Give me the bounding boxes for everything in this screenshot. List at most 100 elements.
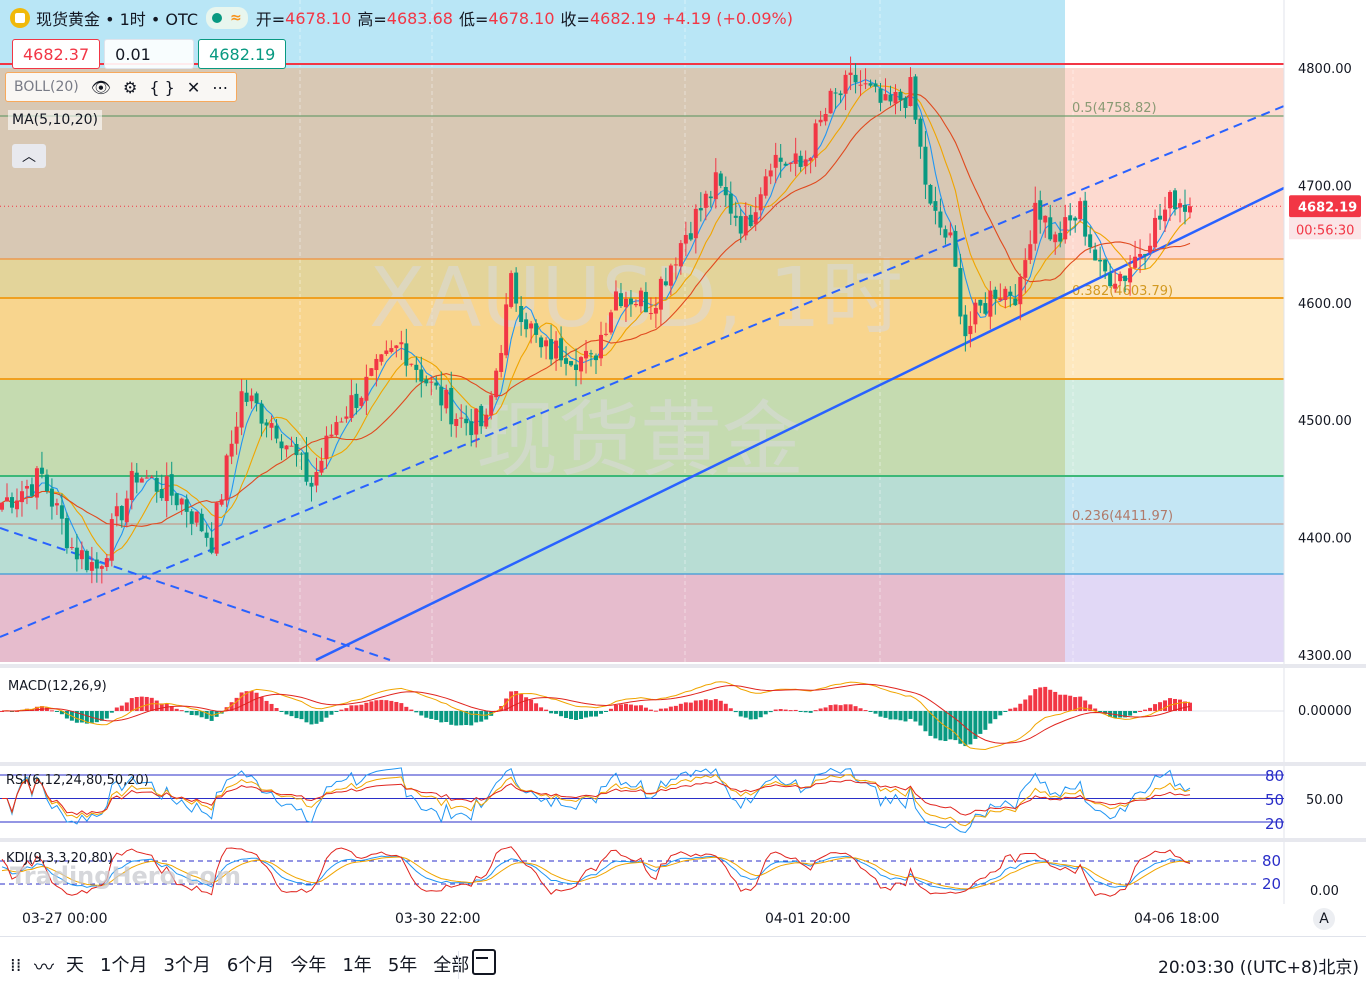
auto-scale-button[interactable]: A	[1313, 908, 1335, 930]
macd-bar	[1073, 697, 1078, 711]
candle-body	[1178, 203, 1183, 208]
macd-bar	[698, 700, 703, 711]
candle-body	[928, 185, 933, 204]
rsi-level-80: 80	[1265, 767, 1284, 785]
drag-grip-icon[interactable]: ⁞⁞	[10, 955, 22, 976]
macd-bar	[434, 711, 439, 720]
macd-bar	[299, 711, 304, 720]
source-code-icon[interactable]: { }	[149, 77, 175, 97]
macd-bar	[549, 711, 554, 714]
candle-body	[394, 345, 399, 349]
macd-bar	[843, 704, 848, 711]
macd-bar	[534, 703, 539, 711]
boll-legend[interactable]: BOLL(20) 👁 ⚙ { } ✕ ⋯	[5, 72, 238, 102]
trendlines[interactable]	[0, 105, 1285, 662]
time-axis[interactable]: 03-27 00:00 03-30 22:00 04-01 20:00 04-0…	[0, 904, 1284, 934]
more-dots-icon[interactable]: ⋯	[212, 77, 229, 97]
candle-body	[688, 233, 693, 240]
macd-bar	[688, 702, 693, 711]
candle-body	[484, 414, 489, 427]
macd-bar	[64, 711, 69, 719]
candle-body	[993, 289, 998, 299]
kdj-pane[interactable]	[0, 846, 1260, 897]
candle-body	[594, 355, 598, 361]
candle-body	[264, 422, 269, 426]
candle-body	[409, 363, 414, 365]
buy-button[interactable]: 4682.19	[198, 39, 287, 69]
macd-bar	[114, 707, 119, 711]
range-1m[interactable]: 1个月	[100, 955, 148, 976]
candle-body	[983, 303, 988, 314]
market-status-pill[interactable]: ≈	[206, 7, 248, 29]
sell-button[interactable]: 4682.37	[12, 39, 101, 69]
zone-left	[0, 259, 1065, 298]
candle-body	[773, 154, 778, 168]
price-axis-bg	[1284, 0, 1366, 904]
candle-body	[828, 90, 833, 114]
macd-bar	[284, 711, 289, 715]
macd-bar	[544, 709, 549, 711]
candlesticks[interactable]	[0, 56, 1284, 584]
candle-body	[813, 123, 818, 158]
macd-bar	[883, 711, 888, 718]
price-axis[interactable]: 4300.00 4400.00 4500.00 4600.00 4700.00 4800.…	[0, 0, 1366, 904]
macd-bar	[903, 711, 908, 722]
range-all[interactable]: 全部	[433, 955, 470, 976]
candle-body	[9, 497, 14, 508]
range-1d[interactable]: 天	[66, 955, 84, 976]
range-5y[interactable]: 5年	[387, 955, 418, 976]
goto-date-icon[interactable]	[472, 949, 496, 975]
range-6m[interactable]: 6个月	[226, 955, 275, 976]
candle-body	[499, 352, 504, 372]
gold-coin-icon	[10, 8, 30, 28]
symbol-title[interactable]: 现货黄金 • 1时 • OTC	[36, 10, 199, 29]
quantity-input[interactable]: 0.01	[104, 39, 195, 69]
candle-body	[89, 562, 94, 571]
range-1y[interactable]: 1年	[342, 955, 372, 976]
macd-bar	[474, 711, 479, 723]
collapse-legend-button[interactable]: ︿	[12, 144, 46, 168]
candle-body	[304, 452, 309, 482]
macd-bar	[1158, 702, 1163, 711]
rsi-pane[interactable]	[0, 767, 1284, 834]
hide-eye-icon[interactable]: 👁	[90, 77, 112, 97]
macd-bar	[978, 711, 983, 734]
range-ytd[interactable]: 今年	[290, 955, 327, 976]
remove-close-icon[interactable]: ✕	[186, 77, 201, 97]
settings-gear-icon[interactable]: ⚙	[123, 77, 138, 97]
rsi-line	[2, 773, 1191, 827]
range-3m[interactable]: 3个月	[163, 955, 211, 976]
candle-body	[898, 91, 903, 101]
macd-bar	[189, 711, 194, 716]
candle-body	[539, 337, 544, 348]
clock-timezone[interactable]: 20:03:30 ((UTC+8)北京)	[1158, 958, 1360, 978]
macd-bar	[579, 711, 584, 719]
candle-body	[663, 281, 668, 286]
candle-body	[589, 353, 594, 355]
macd-bar	[184, 711, 189, 713]
macd-pane[interactable]	[0, 681, 1284, 751]
boll-label: BOLL(20)	[14, 79, 79, 95]
macd-bar	[958, 711, 963, 744]
macd-bar	[788, 710, 793, 712]
candle-body	[743, 216, 748, 236]
candle-body	[239, 391, 244, 428]
candle-body	[1118, 273, 1123, 282]
macd-bar	[294, 711, 299, 719]
open-value: 4678.10	[285, 8, 352, 28]
ma-legend[interactable]: MA(5,10,20)	[8, 110, 103, 130]
candle-body	[344, 416, 349, 419]
macd-bar	[643, 707, 648, 711]
candle-body	[489, 395, 494, 416]
candle-body	[1083, 200, 1088, 237]
drawing-pen-icon[interactable]: 〰	[34, 955, 54, 979]
candle-body	[753, 212, 758, 225]
candle-body	[429, 381, 434, 383]
candle-body	[129, 471, 134, 501]
candle-body	[534, 323, 539, 335]
zone-right	[1065, 476, 1285, 574]
candle-body	[479, 405, 484, 427]
candle-body	[309, 482, 314, 487]
